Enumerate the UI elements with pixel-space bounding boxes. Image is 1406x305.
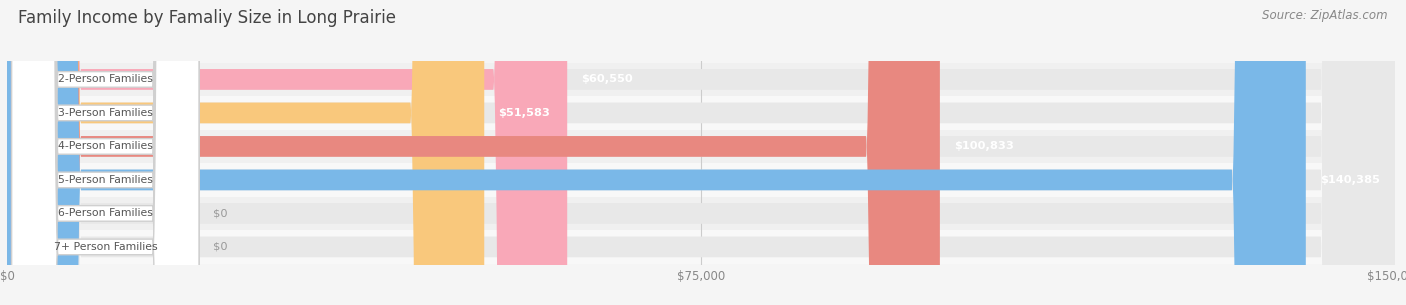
FancyBboxPatch shape — [11, 0, 200, 305]
Text: Source: ZipAtlas.com: Source: ZipAtlas.com — [1263, 9, 1388, 22]
FancyBboxPatch shape — [7, 0, 1395, 305]
Text: $100,833: $100,833 — [953, 142, 1014, 151]
Text: 7+ Person Families: 7+ Person Families — [53, 242, 157, 252]
FancyBboxPatch shape — [7, 0, 1306, 305]
FancyBboxPatch shape — [11, 0, 200, 305]
FancyBboxPatch shape — [7, 0, 939, 305]
FancyBboxPatch shape — [7, 0, 1395, 305]
Text: 2-Person Families: 2-Person Families — [58, 74, 153, 84]
Text: 6-Person Families: 6-Person Families — [58, 208, 153, 218]
FancyBboxPatch shape — [7, 130, 1395, 163]
FancyBboxPatch shape — [7, 0, 1395, 305]
FancyBboxPatch shape — [11, 0, 200, 305]
FancyBboxPatch shape — [11, 0, 200, 305]
FancyBboxPatch shape — [7, 0, 1395, 305]
FancyBboxPatch shape — [7, 63, 1395, 96]
FancyBboxPatch shape — [7, 197, 1395, 230]
Text: $60,550: $60,550 — [581, 74, 633, 84]
Text: 5-Person Families: 5-Person Families — [58, 175, 153, 185]
Text: $140,385: $140,385 — [1320, 175, 1379, 185]
FancyBboxPatch shape — [7, 163, 1395, 197]
FancyBboxPatch shape — [7, 0, 484, 305]
Text: $51,583: $51,583 — [498, 108, 550, 118]
FancyBboxPatch shape — [7, 96, 1395, 130]
Text: 4-Person Families: 4-Person Families — [58, 142, 153, 151]
FancyBboxPatch shape — [7, 230, 1395, 264]
FancyBboxPatch shape — [7, 0, 1395, 305]
Text: $0: $0 — [212, 208, 228, 218]
FancyBboxPatch shape — [11, 0, 200, 305]
FancyBboxPatch shape — [7, 0, 567, 305]
Text: Family Income by Famaliy Size in Long Prairie: Family Income by Famaliy Size in Long Pr… — [18, 9, 396, 27]
Text: $0: $0 — [212, 242, 228, 252]
Text: 3-Person Families: 3-Person Families — [58, 108, 153, 118]
FancyBboxPatch shape — [7, 0, 1395, 305]
FancyBboxPatch shape — [11, 0, 200, 305]
